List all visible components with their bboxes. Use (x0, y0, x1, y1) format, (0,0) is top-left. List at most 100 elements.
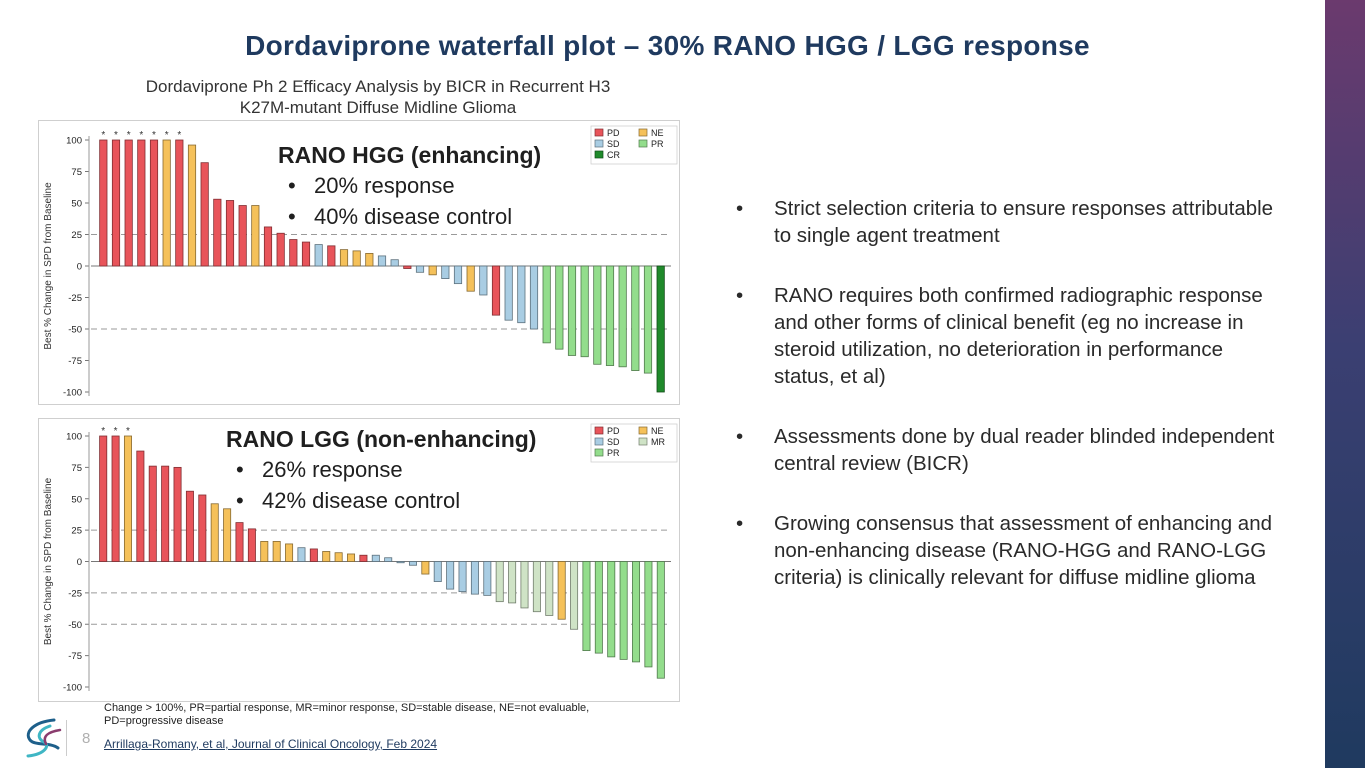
hgg-callout-item: • 40% disease control (288, 201, 541, 232)
waterfall-bar (545, 561, 554, 616)
waterfall-bar (314, 244, 323, 267)
waterfall-bar (365, 252, 374, 267)
legend-label: NE (651, 426, 664, 436)
waterfall-bar (352, 250, 361, 267)
y-tick-label: 75 (71, 463, 82, 474)
y-tick-label: -50 (68, 325, 82, 336)
y-tick-label: 0 (77, 262, 82, 273)
legend-swatch (594, 128, 604, 137)
waterfall-bar (123, 435, 132, 562)
legend-label: PD (607, 426, 620, 436)
citation-link[interactable]: Arrillaga-Romany, et al, Journal of Clin… (104, 737, 438, 751)
hgg-waterfall-svg: Best % Change in SPD from Baseline 100 75 5… (43, 125, 678, 399)
waterfall-bar (458, 561, 467, 593)
capped-marker: * (101, 130, 105, 141)
legend-label: CR (607, 150, 620, 160)
waterfall-bar (223, 508, 232, 562)
waterfall-bar (111, 139, 121, 267)
lgg-callout-title: RANO LGG (non-enhancing) (226, 426, 537, 452)
waterfall-bar (529, 265, 539, 330)
capped-marker: * (114, 130, 118, 141)
waterfall-bar (570, 561, 579, 630)
legend-label: PR (607, 448, 620, 458)
hgg-waterfall-chart: Best % Change in SPD from Baseline 100 75 5… (38, 120, 680, 405)
logo-swirl-icon (26, 718, 62, 758)
key-point: • RANO requires both confirmed radiograph… (736, 282, 1276, 390)
waterfall-bar (225, 200, 235, 267)
waterfall-bar (247, 528, 256, 562)
bullet-dot: • (236, 457, 244, 482)
waterfall-bar (479, 265, 488, 296)
legend-box (590, 125, 678, 165)
legend-label: SD (607, 437, 620, 447)
waterfall-bar (297, 547, 306, 562)
legend-label: SD (607, 139, 620, 149)
lgg-waterfall-svg: Best % Change in SPD from Baseline 100 75 5… (43, 423, 678, 694)
waterfall-bar (276, 232, 285, 267)
waterfall-bar (520, 561, 529, 609)
waterfall-bar (618, 265, 627, 368)
waterfall-bar (347, 553, 356, 562)
capped-marker: * (152, 130, 156, 141)
legend-swatch (638, 437, 648, 446)
waterfall-bar (403, 265, 412, 269)
waterfall-bar (175, 139, 184, 267)
waterfall-bar (453, 265, 463, 285)
slide-title: Dordaviprone waterfall plot – 30% RANO H… (245, 30, 1090, 61)
y-axis-label: Best % Change in SPD from Baseline (43, 182, 54, 350)
chart-header-line2: K27M-mutant Diffuse Midline Glioma (239, 98, 517, 117)
bullet-dot: • (736, 284, 744, 307)
waterfall-bar (99, 139, 108, 267)
legend-swatch (594, 448, 604, 457)
y-tick-label: -100 (63, 388, 82, 399)
hgg-callout-text: 40% disease control (314, 204, 513, 229)
waterfall-bar (517, 265, 526, 324)
chart-footnote: Change > 100%, PR=partial response, MR=m… (104, 702, 590, 727)
waterfall-bar (99, 435, 108, 562)
waterfall-bar (504, 265, 513, 321)
chart-header-line1: Dordaviprone Ph 2 Efficacy Analysis by B… (145, 77, 611, 96)
waterfall-bar (148, 465, 157, 562)
waterfall-bar (446, 561, 455, 590)
lgg-callout-item: • 26% response (236, 454, 536, 485)
waterfall-bar (441, 265, 450, 280)
waterfall-bar (359, 554, 368, 562)
waterfall-bar (631, 265, 640, 371)
lgg-callout-text: 42% disease control (262, 488, 461, 513)
waterfall-bar (198, 494, 207, 562)
waterfall-bar (161, 465, 170, 562)
waterfall-bar (285, 543, 294, 562)
capped-marker: * (114, 426, 118, 437)
waterfall-bar (656, 265, 665, 393)
waterfall-bar (200, 162, 209, 267)
y-tick-label: -50 (68, 620, 82, 631)
legend-swatch (594, 437, 604, 446)
waterfall-bar (415, 265, 425, 273)
bullet-dot: • (288, 204, 296, 229)
legend-label: PD (607, 128, 620, 138)
waterfall-bar (508, 561, 517, 604)
key-point-text: RANO requires both confirmed radiographi… (774, 284, 1263, 388)
waterfall-bar (263, 226, 273, 267)
waterfall-bar (251, 205, 260, 267)
y-tick-label: 25 (71, 230, 82, 241)
bullet-dot: • (736, 425, 744, 448)
waterfall-bar (210, 503, 219, 562)
legend-swatch (594, 426, 604, 435)
waterfall-bar (289, 239, 298, 267)
y-tick-label: 0 (77, 557, 82, 568)
waterfall-bar (632, 561, 641, 663)
waterfall-bar (593, 265, 602, 365)
y-tick-label: 100 (66, 136, 82, 147)
waterfall-bar (582, 561, 591, 652)
hgg-callout-title: RANO HGG (enhancing) (278, 142, 542, 168)
waterfall-bar (124, 139, 133, 267)
footer-divider (66, 720, 67, 756)
capped-marker: * (139, 130, 143, 141)
bullet-dot: • (236, 488, 244, 513)
waterfall-bar (322, 551, 331, 562)
waterfall-bar (643, 265, 653, 374)
chart-header: Dordaviprone Ph 2 Efficacy Analysis by B… (80, 76, 676, 118)
capped-marker: * (101, 426, 105, 437)
waterfall-bar (334, 552, 343, 562)
